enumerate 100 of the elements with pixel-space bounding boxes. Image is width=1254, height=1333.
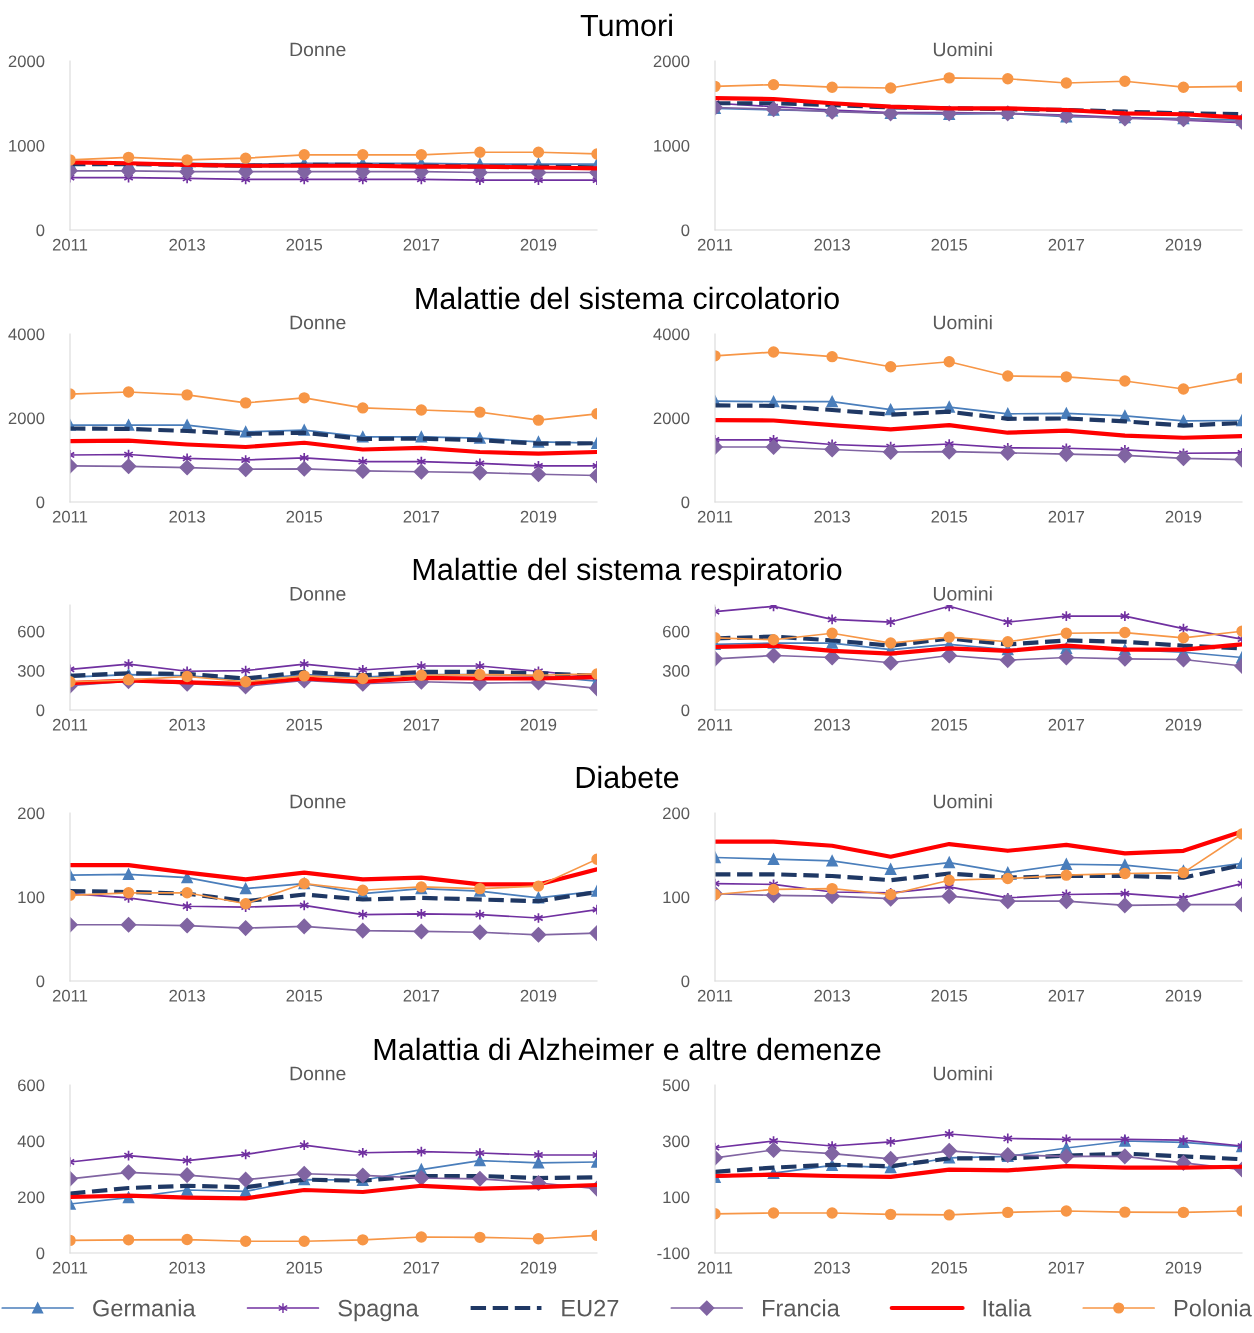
- legend-label: Germania: [93, 1299, 196, 1317]
- x-tick-label: 2017: [1048, 510, 1085, 523]
- x-tick-label: 2015: [931, 718, 968, 731]
- x-tick-label: 2017: [403, 238, 440, 251]
- chart-subtitle: Donne: [290, 42, 346, 57]
- chart-title: Malattie del sistema respiratorio: [413, 557, 842, 587]
- x-tick-label: 2015: [931, 989, 968, 1002]
- x-tick-label: 2011: [697, 718, 733, 731]
- y-tick-label: 100: [18, 891, 45, 904]
- legend-label: Polonia: [1174, 1299, 1252, 1317]
- y-tick-label: 2000: [8, 55, 45, 68]
- x-tick-label: 2019: [1165, 238, 1202, 251]
- chart-subtitle: Uomini: [933, 1066, 992, 1081]
- x-tick-label: 2013: [814, 510, 850, 523]
- x-tick-label: 2019: [1165, 510, 1202, 523]
- x-tick-label: 2019: [520, 718, 557, 731]
- x-tick-label: 2019: [520, 238, 557, 251]
- x-tick-label: 2011: [52, 238, 88, 251]
- y-tick-label: 0: [36, 704, 45, 717]
- x-tick-label: 2013: [814, 238, 850, 251]
- x-tick-label: 2015: [286, 238, 323, 251]
- y-tick-label: 300: [662, 1135, 690, 1148]
- x-tick-label: 2017: [1048, 1261, 1085, 1274]
- x-tick-label: 2017: [1048, 238, 1085, 251]
- chart-subtitle: Uomini: [933, 42, 992, 57]
- y-tick-label: 0: [681, 224, 690, 237]
- y-tick-label: -100: [657, 1247, 690, 1260]
- x-tick-label: 2013: [814, 989, 850, 1002]
- x-tick-label: 2011: [52, 718, 88, 731]
- x-tick-label: 2015: [286, 1261, 323, 1274]
- y-tick-label: 0: [681, 496, 690, 509]
- x-tick-label: 2017: [403, 989, 440, 1002]
- x-tick-label: 2015: [931, 1261, 968, 1274]
- y-tick-label: 600: [18, 1079, 45, 1092]
- x-tick-label: 2013: [169, 1261, 205, 1274]
- y-tick-label: 600: [18, 625, 45, 638]
- chart-title: Malattia di Alzheimer e altre demenze: [374, 1037, 881, 1061]
- chart-title: Diabete: [576, 765, 679, 789]
- y-tick-label: 1000: [9, 139, 45, 152]
- x-tick-label: 2011: [52, 510, 88, 523]
- y-tick-label: 500: [662, 1079, 690, 1092]
- y-tick-label: 600: [663, 625, 690, 638]
- x-tick-label: 2015: [286, 989, 323, 1002]
- legend-label: Francia: [763, 1299, 840, 1317]
- legend-label: EU27: [562, 1299, 619, 1317]
- y-tick-label: 0: [36, 224, 45, 237]
- y-tick-label: 2000: [8, 412, 45, 425]
- x-tick-label: 2013: [814, 1261, 850, 1274]
- x-tick-label: 2019: [1165, 1261, 1202, 1274]
- x-tick-label: 2015: [931, 238, 968, 251]
- x-tick-label: 2013: [169, 510, 205, 523]
- y-tick-label: 0: [681, 975, 690, 988]
- chart-subtitle: Donne: [290, 1066, 346, 1081]
- chart-subtitle: Uomini: [933, 315, 992, 330]
- x-tick-label: 2013: [814, 718, 850, 731]
- x-tick-label: 2011: [697, 989, 733, 1002]
- y-tick-label: 4000: [653, 328, 690, 341]
- legend-label: Italia: [983, 1299, 1032, 1317]
- y-tick-label: 4000: [8, 328, 45, 341]
- y-tick-label: 0: [36, 496, 45, 509]
- x-tick-label: 2017: [1048, 989, 1085, 1002]
- chart-subtitle: Donne: [290, 794, 346, 809]
- y-tick-label: 2000: [653, 55, 690, 68]
- x-tick-label: 2019: [1165, 989, 1202, 1002]
- y-tick-label: 0: [36, 1247, 45, 1260]
- chart-subtitle: Uomini: [933, 794, 992, 809]
- x-tick-label: 2019: [1165, 718, 1202, 731]
- x-tick-label: 2015: [286, 718, 323, 731]
- legend-label: Spagna: [338, 1299, 419, 1322]
- x-tick-label: 2017: [403, 1261, 440, 1274]
- x-tick-label: 2019: [520, 510, 557, 523]
- x-tick-label: 2011: [697, 238, 733, 251]
- x-tick-label: 2013: [169, 238, 205, 251]
- y-tick-label: 1000: [654, 139, 690, 152]
- chart-subtitle: Donne: [290, 315, 346, 330]
- y-tick-label: 200: [18, 1191, 45, 1204]
- x-tick-label: 2017: [1048, 718, 1085, 731]
- x-tick-label: 2011: [52, 989, 88, 1002]
- chart-subtitle: Donne: [290, 587, 346, 601]
- x-tick-label: 2011: [697, 510, 733, 523]
- x-tick-label: 2017: [403, 510, 440, 523]
- chart-subtitle: Uomini: [933, 586, 992, 601]
- x-tick-label: 2015: [931, 510, 968, 523]
- y-tick-label: 0: [681, 704, 690, 717]
- x-tick-label: 2013: [169, 718, 205, 731]
- x-tick-label: 2011: [697, 1261, 733, 1274]
- y-tick-label: 400: [17, 1135, 45, 1148]
- y-tick-label: 100: [663, 1191, 690, 1204]
- y-tick-label: 100: [663, 891, 690, 904]
- y-tick-label: 2000: [653, 412, 690, 425]
- y-tick-label: 300: [662, 665, 690, 677]
- chart-title: Tumori: [580, 13, 672, 37]
- x-tick-label: 2015: [286, 510, 323, 523]
- x-tick-label: 2019: [520, 1261, 557, 1274]
- x-tick-label: 2011: [52, 1261, 88, 1274]
- x-tick-label: 2013: [169, 989, 205, 1002]
- y-tick-label: 0: [36, 975, 45, 988]
- y-tick-label: 200: [663, 807, 690, 820]
- x-tick-label: 2019: [520, 989, 557, 1002]
- chart-title: Malattie del sistema circolatorio: [416, 286, 839, 310]
